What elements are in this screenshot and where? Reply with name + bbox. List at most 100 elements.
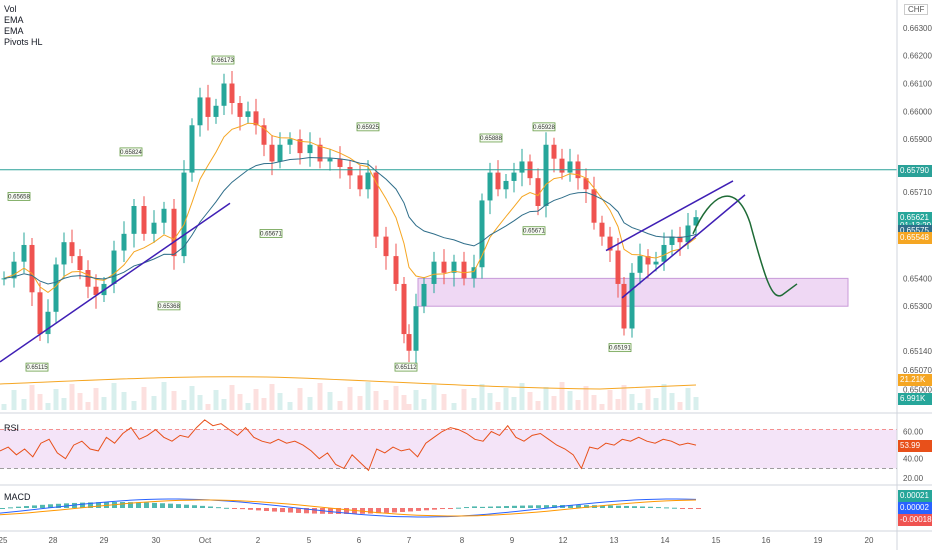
volume-bar [495, 402, 501, 410]
volume-bar [653, 398, 659, 410]
candle-body [205, 97, 211, 117]
candle-body [277, 144, 283, 162]
macd-pane [0, 498, 701, 518]
macd-histogram-bar [504, 506, 509, 508]
pivot-box [394, 362, 418, 372]
price-tick-label: 0.66000 [903, 107, 932, 116]
volume-bar [621, 385, 627, 410]
candle-body [327, 158, 333, 162]
macd-histogram-bar [600, 505, 605, 508]
volume-bar [365, 382, 371, 410]
indicator-legend[interactable]: Vol EMA EMA Pivots HL [4, 4, 43, 48]
volume-bar [337, 401, 343, 410]
uptrend-line [0, 202, 231, 363]
pivot-label: 0.65671 [260, 231, 282, 237]
volume-bar [413, 390, 419, 410]
candle-body [297, 139, 303, 154]
volume-bar [406, 404, 412, 410]
macd-histogram-bar [464, 507, 469, 509]
pivot-box [532, 122, 556, 132]
candle-body [373, 172, 379, 237]
macd-histogram-bar [440, 508, 445, 510]
time-tick-label: 25 [0, 536, 8, 545]
candle-body [583, 178, 589, 190]
macd-histogram-bar [336, 508, 341, 514]
macd-histogram-bar [536, 505, 541, 508]
macd-histogram-bar [144, 502, 149, 508]
macd-histogram-bar [128, 502, 133, 508]
price-tick-label: 0.65000 [903, 386, 932, 395]
pivot-label: 0.65658 [8, 194, 30, 200]
candle-body [53, 264, 59, 312]
time-tick-label: 2 [256, 536, 261, 545]
candle-body [253, 111, 259, 126]
candle-body [1, 278, 7, 280]
candle-body [645, 256, 651, 265]
volume-bar [401, 395, 407, 410]
macd-histogram-bar [120, 502, 125, 508]
volume-bar [205, 404, 211, 410]
trend-drawings[interactable] [0, 169, 897, 363]
macd-histogram-bar [160, 503, 165, 508]
volume-bar [53, 389, 59, 410]
volume-bar [645, 389, 651, 410]
macd-value-tag: -0.00018 [898, 514, 932, 526]
macd-histogram-bar [488, 506, 493, 508]
legend-vol[interactable]: Vol [4, 4, 17, 14]
pivot-box [7, 192, 31, 201]
candle-body [221, 83, 227, 106]
candle-body [487, 172, 493, 201]
volume-bar [221, 399, 227, 410]
macd-histogram-bar [680, 508, 685, 509]
rsi-value-tag: 53.99 [898, 440, 932, 453]
macd-histogram-bar [608, 505, 613, 508]
legend-ema-1[interactable]: EMA [4, 15, 24, 25]
macd-histogram-bar [48, 504, 53, 508]
macd-histogram-bar [224, 507, 229, 509]
candle-body [317, 144, 323, 162]
price-tag: 21.21K [898, 373, 932, 386]
signal-line [0, 499, 697, 517]
macd-histogram-bar [368, 508, 373, 514]
volume-bar [383, 400, 389, 410]
macd-histogram-bar [304, 508, 309, 514]
price-tag: 0.65790 [898, 164, 932, 177]
candle-body [245, 111, 251, 117]
volume-bar [461, 389, 467, 410]
macd-label[interactable]: MACD [4, 492, 31, 502]
macd-histogram-bar [312, 508, 317, 514]
time-tick-label: 8 [460, 536, 465, 545]
currency-label[interactable]: CHF [904, 4, 929, 15]
volume-bar [297, 388, 303, 410]
macd-histogram-bar [480, 506, 485, 508]
legend-ema-2[interactable]: EMA [4, 26, 24, 36]
volume-bar [229, 385, 235, 410]
candle-body [365, 172, 371, 190]
macd-histogram-bar [208, 506, 213, 508]
candle-body [543, 144, 549, 206]
time-tick-label: 13 [610, 536, 619, 545]
macd-histogram-bar [456, 507, 461, 509]
rsi-label[interactable]: RSI [4, 423, 20, 433]
macd-histogram-bar [648, 506, 653, 508]
macd-histogram-bar [296, 508, 301, 513]
macd-value-tag: 0.00002 [898, 502, 932, 514]
candle-body [519, 161, 525, 173]
volume-bar [347, 387, 353, 410]
candle-body [559, 158, 565, 173]
legend-pivots[interactable]: Pivots HL [4, 37, 43, 47]
volume-bar [11, 390, 17, 410]
candle-body [451, 261, 457, 273]
candle-body [11, 261, 17, 279]
macd-histogram-bar [664, 507, 669, 509]
candle-body [93, 286, 99, 296]
macd-histogram-bar [136, 502, 141, 508]
candle-body [45, 311, 51, 335]
candle-body [77, 256, 83, 271]
macd-histogram-bar [0, 508, 5, 509]
volume-bar [575, 400, 581, 410]
price-tick-label: 0.65400 [903, 274, 932, 283]
volume-bar [29, 385, 35, 410]
candle-body [461, 261, 467, 279]
